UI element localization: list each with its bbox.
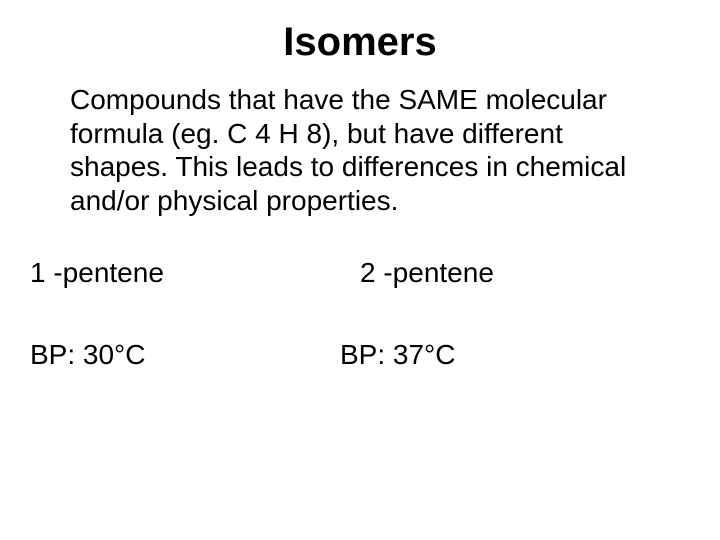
slide: Isomers Compounds that have the SAME mol…	[0, 0, 720, 540]
example-right-name: 2 -pentene	[360, 257, 494, 289]
example-left-bp: BP: 30°C	[0, 339, 340, 371]
slide-title: Isomers	[0, 0, 720, 75]
slide-description: Compounds that have the SAME molecular f…	[0, 75, 720, 217]
example-bp-row: BP: 30°C BP: 37°C	[0, 289, 720, 371]
example-names-row: 1 -pentene 2 -pentene	[0, 217, 720, 289]
example-right-bp: BP: 37°C	[340, 339, 455, 371]
example-left-name: 1 -pentene	[0, 257, 360, 289]
